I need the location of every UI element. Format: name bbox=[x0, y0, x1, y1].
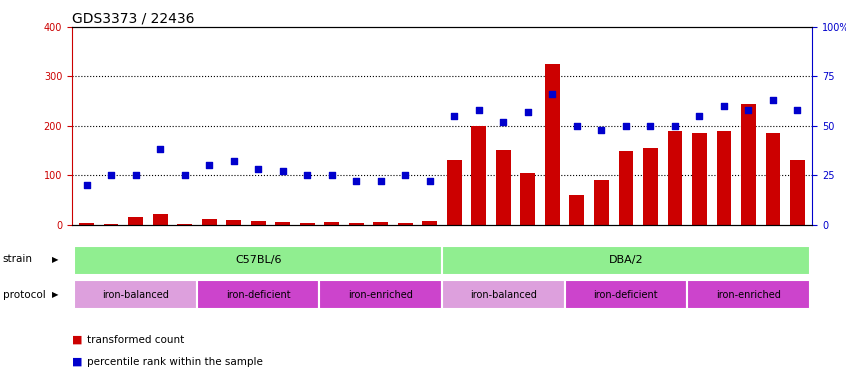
Bar bbox=[129, 217, 143, 225]
Bar bbox=[251, 221, 266, 225]
Bar bbox=[471, 126, 486, 225]
Point bbox=[325, 172, 338, 178]
Bar bbox=[422, 221, 437, 225]
Bar bbox=[74, 280, 197, 309]
Point bbox=[227, 158, 240, 164]
Point bbox=[546, 91, 559, 97]
Text: GDS3373 / 22436: GDS3373 / 22436 bbox=[72, 12, 195, 26]
Text: iron-enriched: iron-enriched bbox=[716, 290, 781, 300]
Bar bbox=[442, 246, 810, 275]
Bar bbox=[766, 133, 780, 225]
Bar bbox=[349, 223, 364, 225]
Point bbox=[178, 172, 191, 178]
Bar bbox=[299, 223, 315, 225]
Text: C57BL/6: C57BL/6 bbox=[235, 255, 282, 265]
Text: transformed count: transformed count bbox=[87, 335, 184, 345]
Point bbox=[766, 97, 780, 103]
Bar bbox=[667, 131, 682, 225]
Bar bbox=[643, 148, 657, 225]
Bar bbox=[227, 220, 241, 225]
Text: protocol: protocol bbox=[3, 290, 46, 300]
Text: iron-deficient: iron-deficient bbox=[594, 290, 658, 300]
Point bbox=[472, 107, 486, 113]
Bar bbox=[569, 195, 585, 225]
Bar bbox=[320, 280, 442, 309]
Bar bbox=[564, 280, 687, 309]
Bar bbox=[447, 161, 462, 225]
Bar bbox=[520, 173, 536, 225]
Bar bbox=[178, 223, 192, 225]
Point bbox=[570, 123, 584, 129]
Point bbox=[619, 123, 633, 129]
Bar bbox=[790, 161, 805, 225]
Point bbox=[791, 107, 805, 113]
Point bbox=[398, 172, 412, 178]
Point bbox=[349, 178, 363, 184]
Bar bbox=[324, 222, 339, 225]
Point bbox=[668, 123, 682, 129]
Point bbox=[276, 168, 289, 174]
Text: ▶: ▶ bbox=[52, 290, 58, 299]
Bar bbox=[197, 280, 320, 309]
Bar bbox=[594, 180, 609, 225]
Bar bbox=[496, 151, 511, 225]
Point bbox=[251, 166, 265, 172]
Text: iron-enriched: iron-enriched bbox=[349, 290, 413, 300]
Bar bbox=[74, 246, 442, 275]
Text: ■: ■ bbox=[72, 335, 82, 345]
Bar bbox=[373, 222, 388, 225]
Text: DBA/2: DBA/2 bbox=[608, 255, 643, 265]
Bar bbox=[104, 223, 118, 225]
Point bbox=[300, 172, 314, 178]
Point bbox=[202, 162, 216, 169]
Point bbox=[129, 172, 142, 178]
Bar bbox=[692, 133, 706, 225]
Text: iron-balanced: iron-balanced bbox=[470, 290, 536, 300]
Bar bbox=[442, 280, 564, 309]
Bar bbox=[398, 223, 413, 225]
Point bbox=[153, 146, 167, 152]
Point bbox=[423, 178, 437, 184]
Point bbox=[742, 107, 755, 113]
Point bbox=[497, 119, 510, 125]
Point bbox=[521, 109, 535, 115]
Text: iron-balanced: iron-balanced bbox=[102, 290, 169, 300]
Bar bbox=[275, 222, 290, 225]
Point bbox=[374, 178, 387, 184]
Bar bbox=[687, 280, 810, 309]
Bar bbox=[202, 219, 217, 225]
Point bbox=[644, 123, 657, 129]
Bar bbox=[618, 151, 633, 225]
Point bbox=[693, 113, 706, 119]
Point bbox=[80, 182, 93, 188]
Bar bbox=[80, 223, 94, 225]
Bar bbox=[545, 64, 560, 225]
Text: ▶: ▶ bbox=[52, 255, 58, 264]
Bar bbox=[717, 131, 731, 225]
Text: ■: ■ bbox=[72, 357, 82, 367]
Bar bbox=[741, 104, 755, 225]
Text: iron-deficient: iron-deficient bbox=[226, 290, 290, 300]
Point bbox=[595, 127, 608, 133]
Point bbox=[104, 172, 118, 178]
Bar bbox=[153, 214, 168, 225]
Text: strain: strain bbox=[3, 254, 32, 264]
Text: percentile rank within the sample: percentile rank within the sample bbox=[87, 357, 263, 367]
Point bbox=[717, 103, 731, 109]
Point bbox=[448, 113, 461, 119]
